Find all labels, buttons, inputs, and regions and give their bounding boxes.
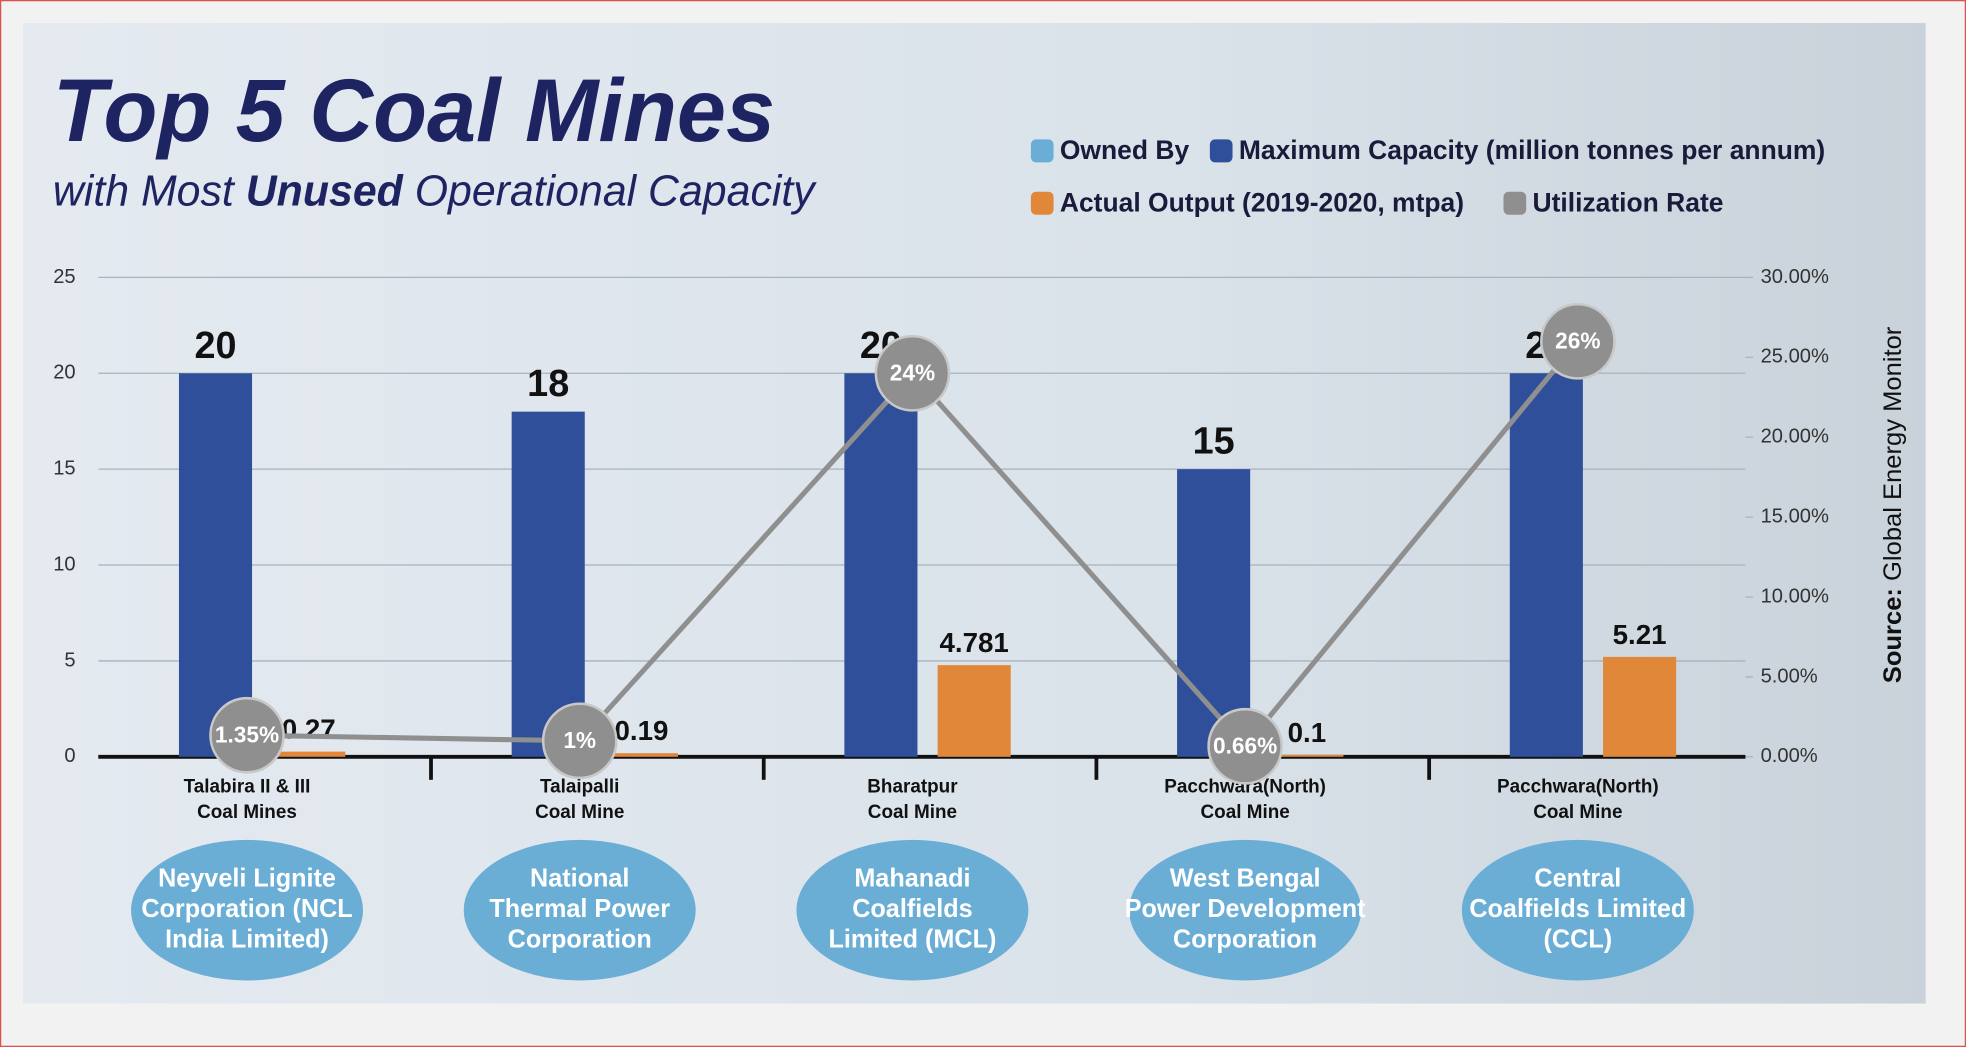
y-tick-label: 15 bbox=[53, 457, 75, 479]
y2-tick-label: 0.00% bbox=[1761, 745, 1818, 767]
owner-label: Mahanadi bbox=[854, 864, 970, 892]
x-tick-label: Coal Mine bbox=[535, 802, 624, 823]
owner-label: Limited (MCL) bbox=[828, 925, 996, 953]
owner-label: Coalfields Limited bbox=[1469, 895, 1686, 923]
owner-label: Coalfields bbox=[852, 895, 972, 923]
data-label: 5.21 bbox=[1613, 619, 1667, 650]
y2-tick-label: 5.00% bbox=[1761, 665, 1818, 687]
x-tick-label: Pacchwara(North) bbox=[1164, 776, 1326, 797]
utilization-label: 26% bbox=[1555, 328, 1600, 354]
y2-tick-label: 30.00% bbox=[1761, 266, 1829, 288]
y2-tick-label: 20.00% bbox=[1761, 425, 1829, 447]
owner-label: Corporation bbox=[508, 925, 652, 953]
source-label: Source: bbox=[1879, 588, 1907, 683]
y2-tick-label: 25.00% bbox=[1761, 346, 1829, 368]
owner-label: Power Development bbox=[1125, 895, 1366, 923]
x-tick-label: Pacchwara(North) bbox=[1497, 776, 1659, 797]
owner-bubble bbox=[796, 839, 1029, 981]
y-tick-label: 10 bbox=[53, 553, 75, 575]
panel bbox=[22, 23, 1926, 1004]
utilization-point bbox=[209, 696, 285, 774]
y2-tick-label: 15.00% bbox=[1761, 505, 1829, 527]
legend-swatch bbox=[1030, 191, 1054, 215]
utilization-point bbox=[541, 702, 618, 780]
y2-tick-label: 10.00% bbox=[1761, 585, 1829, 607]
legend-label: Owned By bbox=[1060, 135, 1190, 165]
owner-bubble bbox=[1129, 839, 1362, 981]
utilization-point bbox=[874, 334, 951, 412]
y-tick-label: 25 bbox=[53, 266, 75, 288]
data-label: 0.1 bbox=[1288, 717, 1327, 748]
subtitle-part: with Most bbox=[53, 168, 236, 216]
bar bbox=[511, 411, 585, 757]
data-label: 18 bbox=[527, 363, 569, 405]
utilization-label: 1.35% bbox=[215, 721, 279, 747]
source-note: Source: Global Energy Monitor bbox=[1879, 326, 1907, 683]
bar bbox=[604, 753, 679, 757]
owner-label: National bbox=[530, 864, 629, 892]
y-tick-label: 20 bbox=[53, 362, 75, 384]
utilization-label: 24% bbox=[890, 359, 935, 385]
bar bbox=[1603, 656, 1677, 757]
subtitle-part: Operational Capacity bbox=[415, 168, 817, 216]
legend-swatch bbox=[1503, 191, 1527, 215]
x-tick-label: Coal Mine bbox=[1533, 802, 1622, 823]
legend-swatch bbox=[1030, 139, 1054, 163]
owner-bubble bbox=[1461, 839, 1694, 981]
legend-label: Actual Output (2019-2020, mtpa) bbox=[1060, 187, 1464, 217]
utilization-label: 1% bbox=[563, 727, 596, 753]
utilization-point bbox=[1540, 302, 1616, 380]
x-tick-label: Bharatpur bbox=[867, 776, 958, 797]
utilization-label: 0.66% bbox=[1213, 732, 1277, 758]
x-tick-label: Coal Mine bbox=[868, 802, 957, 823]
x-tick-label: Talabira II & III bbox=[184, 776, 311, 797]
owner-bubble bbox=[131, 839, 363, 981]
legend-swatch bbox=[1209, 139, 1233, 163]
owner-label: Thermal Power bbox=[489, 895, 670, 923]
source-text: Global Energy Monitor bbox=[1879, 326, 1907, 581]
x-tick-label: Coal Mine bbox=[1201, 802, 1290, 823]
legend-label: Maximum Capacity (million tonnes per ann… bbox=[1239, 135, 1825, 165]
owner-label: India Limited) bbox=[165, 925, 329, 953]
owner-bubble bbox=[463, 839, 696, 981]
x-tick-label: Talaipalli bbox=[540, 776, 619, 797]
y-tick-label: 0 bbox=[64, 745, 75, 767]
owner-label: Neyveli Lignite bbox=[158, 864, 336, 892]
x-tick-label: Coal Mines bbox=[197, 802, 297, 823]
data-label: 0.27 bbox=[282, 713, 336, 744]
data-label: 20 bbox=[194, 325, 236, 367]
owner-label: Central bbox=[1534, 864, 1621, 892]
bar bbox=[1270, 754, 1344, 757]
owner-label: (CCL) bbox=[1544, 925, 1613, 953]
bar bbox=[844, 373, 918, 757]
data-label: 15 bbox=[1193, 421, 1235, 463]
owner-label: West Bengal bbox=[1170, 864, 1321, 892]
bar bbox=[1509, 373, 1583, 757]
legend-label: Utilization Rate bbox=[1532, 187, 1723, 217]
bar bbox=[272, 751, 346, 757]
y-tick-label: 5 bbox=[64, 649, 75, 671]
utilization-point bbox=[1207, 707, 1283, 785]
data-label: 0.19 bbox=[615, 715, 669, 746]
bar bbox=[937, 665, 1011, 757]
owner-label: Corporation (NCL bbox=[141, 895, 352, 923]
chart-subtitle: with Most Unused Operational Capacity bbox=[53, 168, 817, 216]
bar bbox=[178, 373, 253, 757]
chart-title: Top 5 Coal Mines bbox=[53, 61, 775, 161]
data-label: 4.781 bbox=[940, 627, 1009, 658]
owner-label: Corporation bbox=[1173, 925, 1317, 953]
subtitle-emphasis: Unused bbox=[246, 168, 405, 216]
